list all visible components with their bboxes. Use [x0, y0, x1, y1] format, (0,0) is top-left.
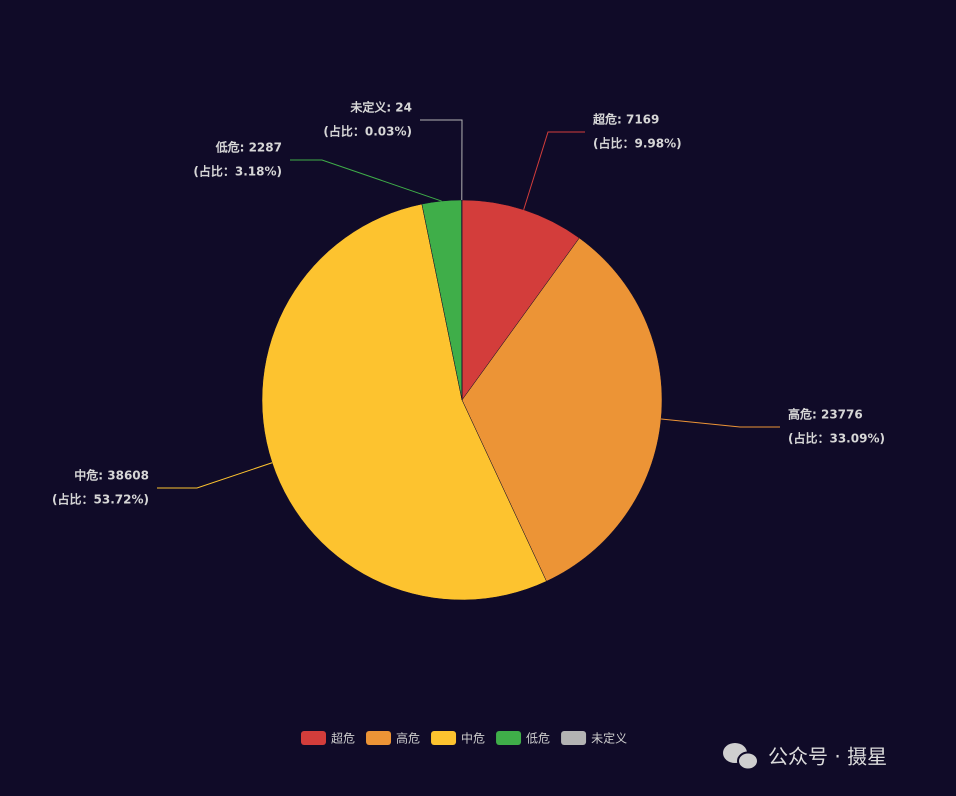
percent-label: (占比：0.03%)	[323, 124, 412, 139]
legend-swatch	[561, 731, 587, 745]
leader-line	[290, 159, 442, 202]
percent-label: (占比：33.09%)	[788, 431, 885, 446]
legend-label: 超危	[331, 731, 355, 746]
legend-swatch	[366, 731, 392, 745]
legend-swatch	[431, 731, 457, 745]
leader-line	[157, 462, 273, 489]
leader-line	[420, 119, 463, 201]
legend-label: 中危	[461, 731, 485, 746]
percent-label: (占比：3.18%)	[193, 164, 282, 179]
legend-label: 未定义	[591, 731, 627, 746]
watermark-icon	[723, 743, 759, 771]
value-label: 中危: 38608	[74, 468, 149, 483]
leader-line	[661, 418, 780, 428]
legend-swatch	[301, 731, 326, 745]
percent-label: (占比：9.98%)	[593, 136, 682, 151]
legend-swatch	[496, 731, 522, 745]
value-label: 高危: 23776	[788, 407, 863, 422]
legend-label: 低危	[526, 732, 550, 746]
value-label: 超危: 7169	[592, 112, 659, 127]
watermark: 公众号 · 摄星	[768, 745, 887, 769]
legend-label: 高危	[396, 731, 420, 746]
percent-label: (占比：53.72%)	[52, 492, 149, 507]
value-label: 低危: 2287	[215, 140, 282, 155]
pie-slice	[461, 199, 580, 401]
value-label: 未定义: 24	[349, 100, 412, 115]
leader-line	[523, 131, 585, 210]
